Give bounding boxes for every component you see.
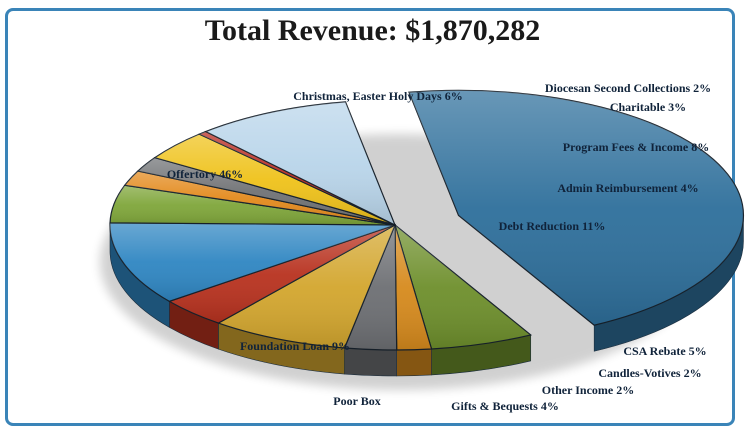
slice-label: Charitable 3% — [610, 100, 686, 114]
slice-label: Admin Reimbursement 4% — [557, 181, 698, 195]
slice-label: Poor Box — [333, 394, 380, 408]
pie-slice-gloss — [169, 225, 395, 324]
pie-slice-side — [344, 347, 397, 377]
pie-slice-gloss — [395, 225, 432, 350]
slice-label: Program Fees & Income 8% — [563, 140, 709, 154]
slice-label: Offertory 46% — [167, 167, 243, 181]
pie-slice-gloss — [205, 101, 395, 225]
pie-slice-gloss — [110, 222, 395, 302]
pie-slice-gloss — [199, 131, 395, 225]
pie-slice-gloss — [395, 225, 531, 349]
pie-slice-gloss — [344, 225, 397, 350]
slice-label: Diocesan Second Collections 2% — [545, 81, 711, 95]
slice-label: Debt Reduction 11% — [499, 219, 606, 233]
pie-slice-side — [396, 348, 432, 377]
slice-label: Foundation Loan 9% — [240, 339, 350, 353]
slice-label: CSA Rebate 5% — [623, 344, 706, 358]
pie-slice-gloss — [124, 171, 396, 225]
pie-slice-gloss — [137, 157, 395, 225]
slice-label: Christmas, Easter Holy Days 6% — [293, 89, 462, 103]
slice-label: Other Income 2% — [542, 383, 634, 397]
pie-slice-gloss — [154, 134, 395, 225]
chart-title: Total Revenue: $1,870,282 — [204, 14, 541, 47]
slice-label: Gifts & Bequests 4% — [451, 399, 559, 413]
pie-slice-gloss — [218, 225, 395, 349]
pie-slice-gloss — [408, 90, 744, 326]
slice-label: Candles-Votives 2% — [598, 366, 701, 380]
